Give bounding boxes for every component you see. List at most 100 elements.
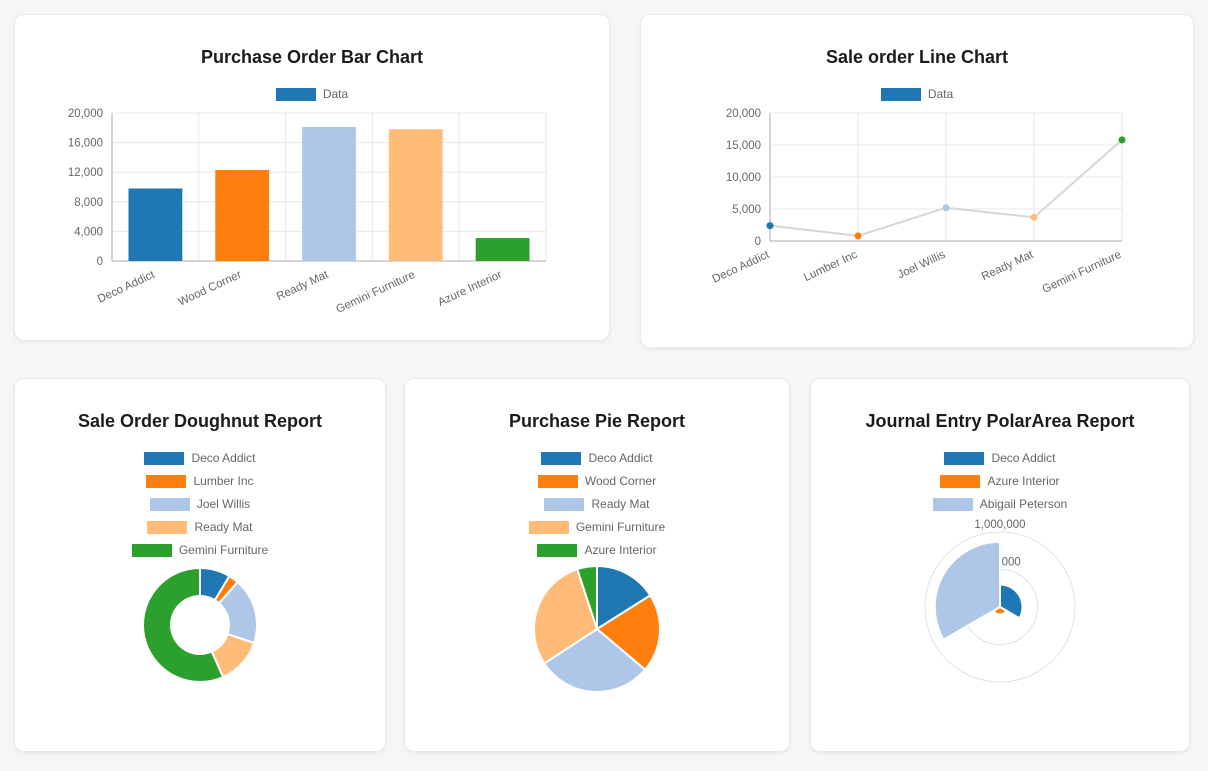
slice[interactable] <box>533 568 598 665</box>
legend-item[interactable]: Azure Interior <box>537 543 657 557</box>
legend-item[interactable]: Abigail Peterson <box>932 497 1068 511</box>
svg-text:Gemini Furniture: Gemini Furniture <box>1041 249 1124 296</box>
legend-item[interactable]: Gemini Furniture <box>131 543 269 557</box>
svg-text:Gemini Furniture: Gemini Furniture <box>334 269 417 316</box>
legend-label: Data <box>927 87 954 101</box>
svg-text:Ready Mat: Ready Mat <box>980 249 1036 284</box>
legend-label: Lumber Inc <box>193 474 254 488</box>
chart-title: Sale Order Doughnut Report <box>77 411 322 431</box>
chart-title: Sale order Line Chart <box>825 47 1009 67</box>
legend-swatch <box>537 543 578 557</box>
bar-chart-canvas: 0 4,000 8,000 12,000 16,000 20,000 Deco Addict… <box>68 108 547 316</box>
svg-text:16,000: 16,000 <box>68 138 103 150</box>
purchase-pie-report-card: Purchase Pie Report Deco Addict Wood Corn… <box>404 378 790 752</box>
svg-text:20,000: 20,000 <box>726 108 761 120</box>
svg-text:10,000: 10,000 <box>726 172 761 184</box>
svg-text:15,000: 15,000 <box>726 140 761 152</box>
chart-title: Purchase Order Bar Chart <box>200 47 424 67</box>
legend-item[interactable]: Data <box>275 87 349 101</box>
svg-text:5,000: 5,000 <box>732 204 761 216</box>
line-chart-canvas: 0 5,000 10,000 15,000 20,000 Deco Addict Lumbe… <box>711 108 1126 296</box>
sale-order-doughnut-report-card: Sale Order Doughnut Report Deco Addict Lu… <box>14 378 386 752</box>
legend-label: Gemini Furniture <box>178 543 269 557</box>
legend-label: Ready Mat <box>194 520 253 534</box>
chart-legend: Deco Addict Wood Corner Ready Mat Gemini Fu… <box>528 451 666 557</box>
bar[interactable] <box>388 129 443 261</box>
polar-wedges <box>933 540 1024 641</box>
legend-item[interactable]: Deco Addict <box>144 451 256 465</box>
legend-item[interactable]: Deco Addict <box>944 451 1056 465</box>
svg-text:Joel Willis: Joel Willis <box>896 249 948 282</box>
legend-item[interactable]: Wood Corner <box>537 474 656 488</box>
legend-label: Data <box>322 87 349 101</box>
bar[interactable] <box>475 238 530 261</box>
x-axis-labels: Deco Addict Wood Corner Ready Mat Gemini Fu… <box>96 269 504 316</box>
bars <box>128 127 530 261</box>
legend-label: Gemini Furniture <box>575 520 666 534</box>
legend-swatch <box>880 87 921 101</box>
legend-item[interactable]: Azure Interior <box>940 474 1060 488</box>
bar[interactable] <box>302 127 356 261</box>
chart-legend: Data <box>275 87 349 101</box>
doughnut-chart-canvas <box>142 567 258 683</box>
svg-text:Deco Addict: Deco Addict <box>711 249 772 286</box>
legend-label: Deco Addict <box>588 451 653 465</box>
legend-item[interactable]: Joel Willis <box>149 497 251 511</box>
chart-title: Purchase Pie Report <box>508 411 686 431</box>
data-point[interactable] <box>1118 136 1126 144</box>
slice[interactable] <box>576 564 598 630</box>
y-axis-labels: 0 5,000 10,000 15,000 20,000 <box>726 108 761 248</box>
data-point[interactable] <box>942 204 950 212</box>
bar[interactable] <box>215 169 270 261</box>
gridlines <box>770 112 1123 241</box>
svg-text:Ready Mat: Ready Mat <box>275 269 331 304</box>
legend-label: Ready Mat <box>591 497 650 511</box>
legend-swatch <box>537 474 578 488</box>
svg-text:Deco Addict: Deco Addict <box>96 269 157 306</box>
legend-item[interactable]: Data <box>880 87 954 101</box>
legend-swatch <box>944 451 985 465</box>
bar[interactable] <box>128 188 183 261</box>
legend-label: Abigail Peterson <box>979 497 1068 511</box>
legend-label: Joel Willis <box>196 497 251 511</box>
legend-swatch <box>144 451 185 465</box>
legend-swatch <box>544 497 585 511</box>
legend-swatch <box>149 497 190 511</box>
chart-legend: Data <box>880 87 954 101</box>
legend-label: Deco Addict <box>191 451 256 465</box>
chart-legend: Deco Addict Lumber Inc Joel Willis Ready Ma… <box>131 451 269 557</box>
polar-wedge[interactable] <box>933 540 1001 641</box>
chart-legend: Deco Addict Azure Interior Abigail Peterso… <box>932 451 1068 511</box>
legend-item[interactable]: Deco Addict <box>541 451 653 465</box>
legend-item[interactable]: Ready Mat <box>544 497 650 511</box>
purchase-order-bar-chart-card: Purchase Order Bar Chart Data 0 4,000 8,00… <box>14 14 610 341</box>
legend-label: Deco Addict <box>991 451 1056 465</box>
data-point[interactable] <box>1030 213 1038 221</box>
legend-swatch <box>131 543 172 557</box>
chart-title: Journal Entry PolarArea Report <box>865 411 1135 431</box>
legend-swatch <box>541 451 582 465</box>
legend-item[interactable]: Lumber Inc <box>146 474 254 488</box>
legend-swatch <box>932 497 973 511</box>
legend-swatch <box>528 520 569 534</box>
legend-swatch <box>275 87 316 101</box>
slice[interactable] <box>142 567 225 683</box>
svg-text:Lumber Inc: Lumber Inc <box>802 249 859 284</box>
legend-item[interactable]: Ready Mat <box>147 520 253 534</box>
x-axis-labels: Deco Addict Lumber Inc Joel Willis Ready Ma… <box>711 249 1124 296</box>
journal-entry-polararea-report-card: Journal Entry PolarArea Report Deco Addi… <box>810 378 1190 752</box>
slices <box>533 564 661 693</box>
slice[interactable] <box>543 628 647 693</box>
legend-swatch <box>147 520 188 534</box>
r-tick-label: 1,000,000 <box>974 519 1025 531</box>
legend-label: Azure Interior <box>584 543 657 557</box>
svg-text:0: 0 <box>755 236 761 248</box>
slices <box>142 567 258 683</box>
svg-text:8,000: 8,000 <box>74 197 103 209</box>
data-point[interactable] <box>766 222 774 230</box>
svg-text:4,000: 4,000 <box>74 226 103 238</box>
data-point[interactable] <box>854 232 862 240</box>
legend-item[interactable]: Gemini Furniture <box>528 520 666 534</box>
